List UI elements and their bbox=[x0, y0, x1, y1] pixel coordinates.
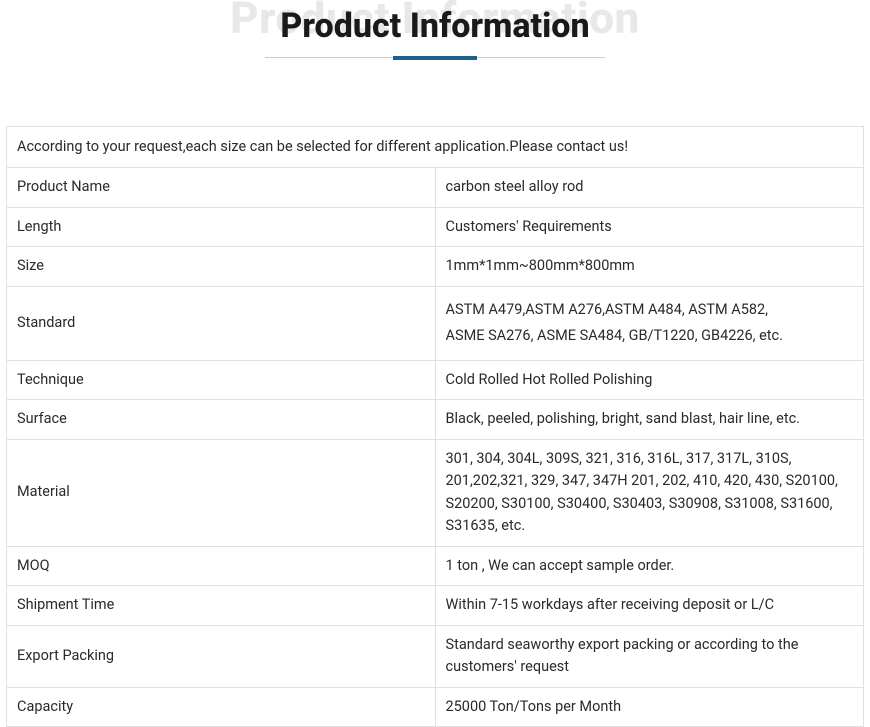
title-underline bbox=[265, 56, 605, 60]
value-shipment-time: Within 7-15 workdays after receiving dep… bbox=[435, 586, 864, 625]
value-technique: Cold Rolled Hot Rolled Polishing bbox=[435, 360, 864, 399]
label-size: Size bbox=[7, 247, 436, 286]
row-length: Length Customers' Requirements bbox=[7, 207, 864, 246]
intro-row: According to your request,each size can … bbox=[7, 127, 864, 168]
label-length: Length bbox=[7, 207, 436, 246]
label-surface: Surface bbox=[7, 400, 436, 439]
row-moq: MOQ 1 ton , We can accept sample order. bbox=[7, 546, 864, 585]
row-product-name: Product Name carbon steel alloy rod bbox=[7, 168, 864, 207]
label-export-packing: Export Packing bbox=[7, 625, 436, 687]
title-section: Product Information Product Information bbox=[0, 0, 870, 80]
label-technique: Technique bbox=[7, 360, 436, 399]
label-moq: MOQ bbox=[7, 546, 436, 585]
label-material: Material bbox=[7, 439, 436, 546]
label-shipment-time: Shipment Time bbox=[7, 586, 436, 625]
label-capacity: Capacity bbox=[7, 687, 436, 726]
value-length: Customers' Requirements bbox=[435, 207, 864, 246]
row-export-packing: Export Packing Standard seaworthy export… bbox=[7, 625, 864, 687]
standard-line1: ASTM A479,ASTM A276,ASTM A484, ASTM A582… bbox=[446, 299, 854, 321]
row-size: Size 1mm*1mm~800mm*800mm bbox=[7, 247, 864, 286]
row-technique: Technique Cold Rolled Hot Rolled Polishi… bbox=[7, 360, 864, 399]
value-material: 301, 304, 304L, 309S, 321, 316, 316L, 31… bbox=[435, 439, 864, 546]
label-product-name: Product Name bbox=[7, 168, 436, 207]
value-standard: ASTM A479,ASTM A276,ASTM A484, ASTM A582… bbox=[435, 286, 864, 360]
page-title: Product Information bbox=[270, 6, 599, 46]
product-info-table-wrap: According to your request,each size can … bbox=[0, 126, 870, 727]
label-standard: Standard bbox=[7, 286, 436, 360]
intro-text: According to your request,each size can … bbox=[7, 127, 864, 168]
row-material: Material 301, 304, 304L, 309S, 321, 316,… bbox=[7, 439, 864, 546]
row-shipment-time: Shipment Time Within 7-15 workdays after… bbox=[7, 586, 864, 625]
row-surface: Surface Black, peeled, polishing, bright… bbox=[7, 400, 864, 439]
value-surface: Black, peeled, polishing, bright, sand b… bbox=[435, 400, 864, 439]
row-capacity: Capacity 25000 Ton/Tons per Month bbox=[7, 687, 864, 726]
row-standard: Standard ASTM A479,ASTM A276,ASTM A484, … bbox=[7, 286, 864, 360]
standard-line2: ASME SA276, ASME SA484, GB/T1220, GB4226… bbox=[446, 325, 854, 347]
product-info-table: According to your request,each size can … bbox=[6, 126, 864, 727]
value-export-packing: Standard seaworthy export packing or acc… bbox=[435, 625, 864, 687]
value-capacity: 25000 Ton/Tons per Month bbox=[435, 687, 864, 726]
value-moq: 1 ton , We can accept sample order. bbox=[435, 546, 864, 585]
value-size: 1mm*1mm~800mm*800mm bbox=[435, 247, 864, 286]
value-product-name: carbon steel alloy rod bbox=[435, 168, 864, 207]
